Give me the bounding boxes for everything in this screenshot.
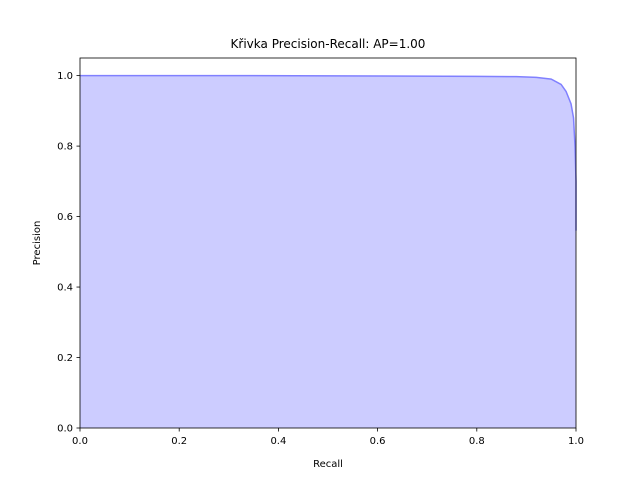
y-tick-label: 0.0 xyxy=(57,424,73,435)
x-tick-label: 0.0 xyxy=(72,436,88,447)
x-tick-label: 1.0 xyxy=(568,436,584,447)
y-axis: 0.0 0.2 0.4 0.6 0.8 1.0 xyxy=(57,71,80,435)
plot-area xyxy=(80,74,577,429)
x-axis: 0.0 0.2 0.4 0.6 0.8 1.0 xyxy=(72,428,584,447)
x-tick-label: 0.4 xyxy=(270,436,286,447)
chart-title: Křivka Precision-Recall: AP=1.00 xyxy=(231,37,426,51)
pr-curve-line xyxy=(80,74,577,231)
pr-area-fill xyxy=(80,75,576,429)
y-tick-label: 0.8 xyxy=(57,142,73,153)
y-tick-label: 0.6 xyxy=(57,212,73,223)
plot-frame xyxy=(79,57,577,429)
x-tick-label: 0.2 xyxy=(171,436,187,447)
x-tick-label: 0.8 xyxy=(469,436,485,447)
y-tick-label: 0.2 xyxy=(57,353,73,364)
x-axis-label: Recall xyxy=(313,459,343,470)
y-tick-label: 0.4 xyxy=(57,283,73,294)
x-tick-label: 0.6 xyxy=(370,436,386,447)
y-axis-label: Precision xyxy=(32,221,43,266)
y-tick-label: 1.0 xyxy=(57,71,73,82)
